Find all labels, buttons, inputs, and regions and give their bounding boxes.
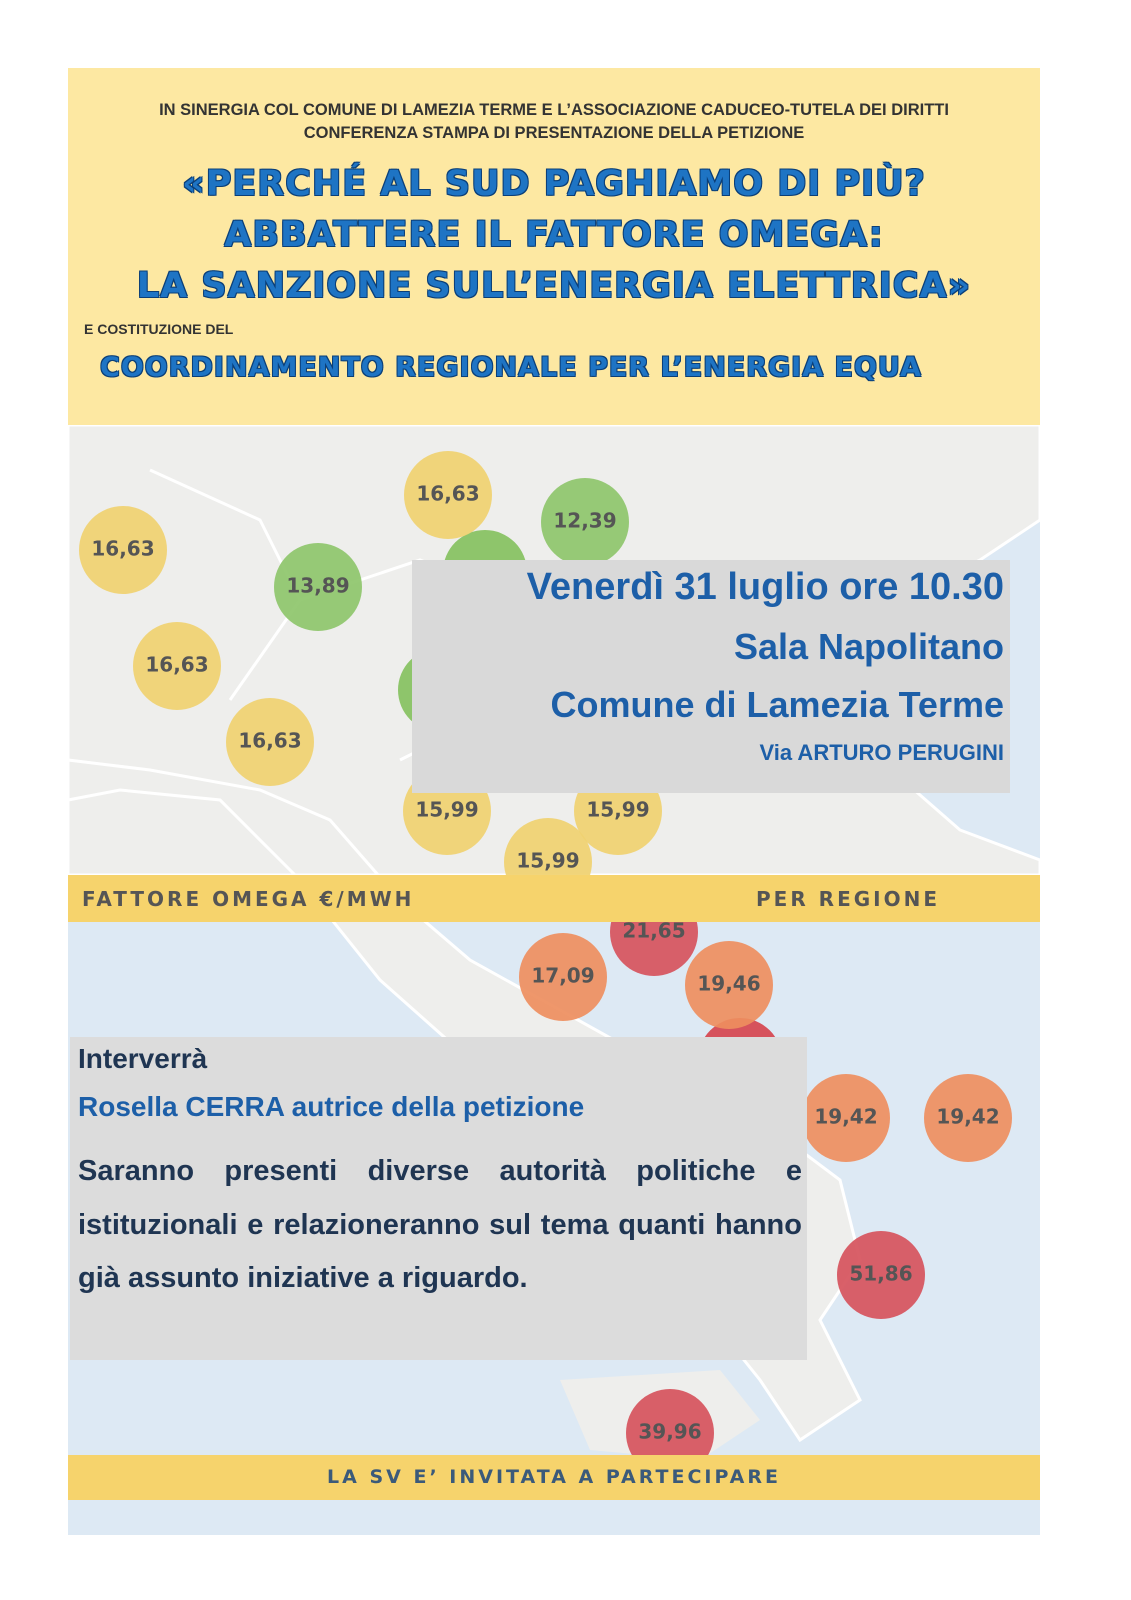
bubble-label: 51,86 [849, 1262, 912, 1286]
legend-right: PER REGIONE [756, 887, 941, 911]
legend-band: FATTORE OMEGA €/MWH PER REGIONE [68, 875, 1040, 922]
bubble-label: 15,99 [516, 849, 579, 873]
title-line: ABBATTERE IL FATTORE OMEGA: [224, 215, 884, 255]
event-address: Via ARTURO PERUGINI [759, 740, 1004, 765]
bubble-label: 16,63 [416, 482, 479, 506]
speaker-heading: Interverrà [78, 1043, 208, 1074]
bubble [404, 451, 492, 539]
bubble-label: 21,65 [622, 919, 685, 943]
footer: LA SV E’ INVITATA A PARTECIPARE [327, 1466, 781, 1488]
bubble [541, 478, 629, 566]
bubble-label: 13,89 [286, 574, 349, 598]
legend-left: FATTORE OMEGA €/MWH [82, 887, 415, 911]
bubble-label: 15,99 [586, 798, 649, 822]
bubble [924, 1074, 1012, 1162]
footer-band: LA SV E’ INVITATA A PARTECIPARE [68, 1455, 1040, 1500]
bubbles: 16,63 12,39 16,63 13,89 16,63 16,63 15,99 15,99… [79, 451, 1012, 1477]
event-venue: Sala Napolitano [733, 626, 1004, 667]
subtitle-intro: E COSTITUZIONE DEL [84, 321, 234, 337]
bubble-label: 15,99 [415, 798, 478, 822]
bubble-label: 16,63 [238, 729, 301, 753]
bubble-label: 12,39 [553, 509, 616, 533]
speaker-body: Saranno presenti diverse autorità politi… [78, 1155, 802, 1294]
event-place: Comune di Lamezia Terme [550, 684, 1004, 725]
bubble-label: 19,46 [697, 972, 760, 996]
bubble-label: 39,96 [638, 1420, 701, 1444]
bubble-label: 16,63 [145, 653, 208, 677]
header-line: IN SINERGIA COL COMUNE DI LAMEZIA TERME … [159, 101, 949, 119]
bubble [226, 698, 314, 786]
header: IN SINERGIA COL COMUNE DI LAMEZIA TERME … [68, 68, 1040, 425]
bubble-label: 19,42 [814, 1105, 877, 1129]
bubble-label: 17,09 [531, 964, 594, 988]
bubble [79, 506, 167, 594]
event-date: Venerdì 31 luglio ore 10.30 [526, 566, 1004, 608]
header-line: CONFERENZA STAMPA DI PRESENTAZIONE DELLA… [303, 124, 805, 142]
bubble [685, 941, 773, 1029]
bubble-label: 19,42 [936, 1105, 999, 1129]
title-line: «PERCHÉ AL SUD PAGHIAMO DI PIÙ? [182, 164, 926, 204]
subtitle: COORDINAMENTO REGIONALE PER L’ENERGIA EQ… [100, 352, 922, 383]
speaker-box: Interverrà Rosella CERRA autrice della p… [70, 1037, 807, 1360]
bubble [133, 622, 221, 710]
bubble [837, 1231, 925, 1319]
bubble [274, 543, 362, 631]
event-box: Venerdì 31 luglio ore 10.30 Sala Napolit… [412, 560, 1010, 793]
bubble [802, 1074, 890, 1162]
bubble-label: 16,63 [91, 537, 154, 561]
title-line: LA SANZIONE SULL’ENERGIA ELETTRICA» [136, 266, 972, 306]
speaker-name: Rosella CERRA autrice della petizione [78, 1091, 585, 1122]
bubble [519, 933, 607, 1021]
